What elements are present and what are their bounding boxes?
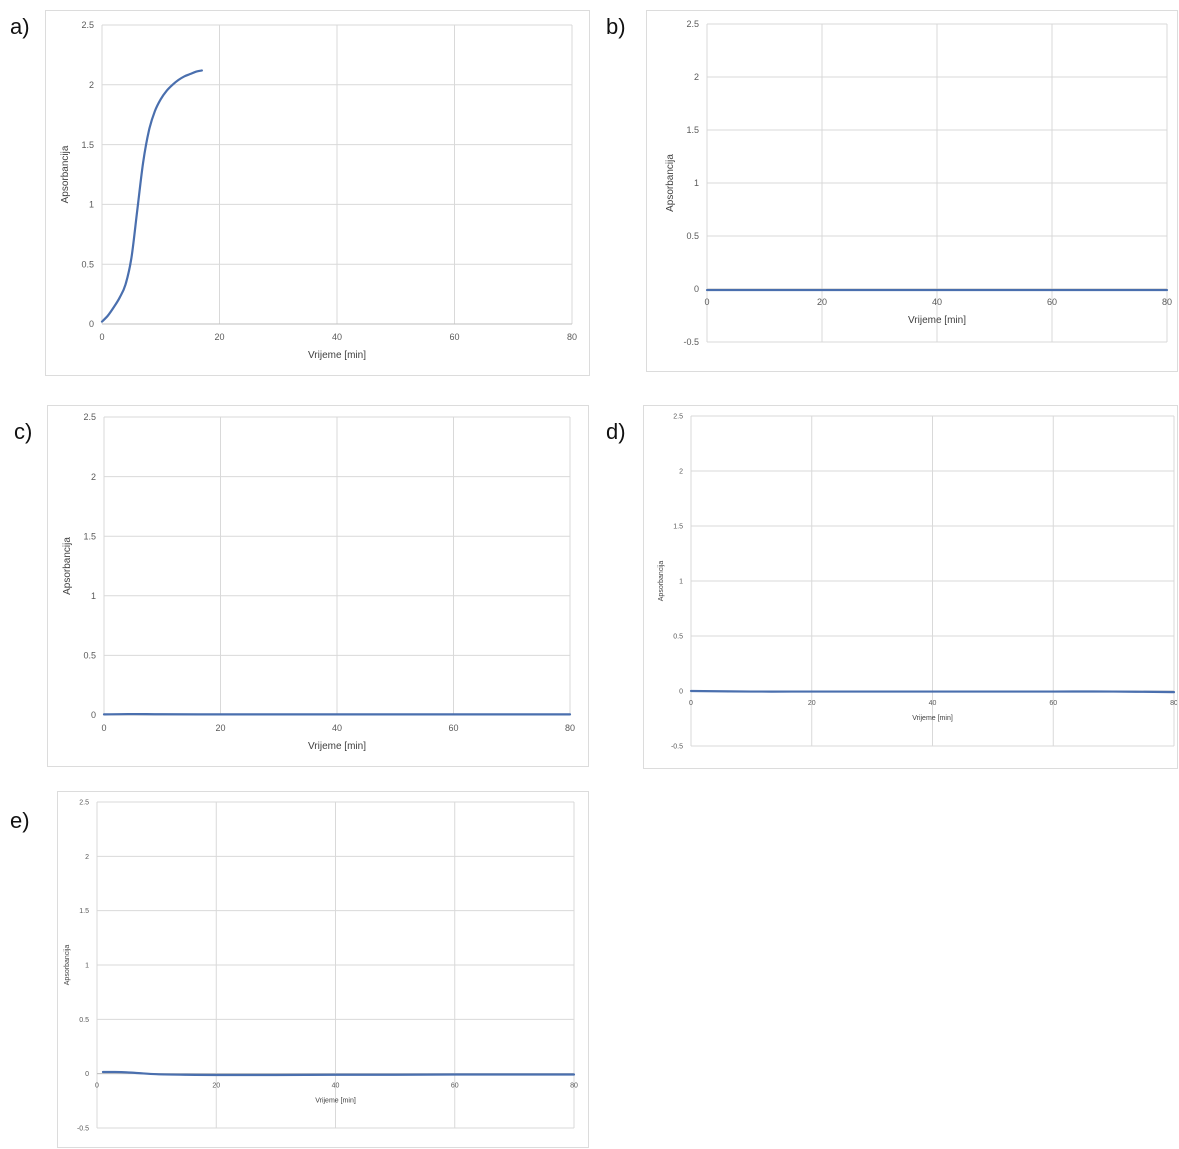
- y-tick-label: -0.5: [77, 1125, 89, 1132]
- x-tick-label: 40: [332, 1083, 340, 1090]
- y-axis-title: Apsorbancija: [658, 561, 665, 602]
- x-tick-label: 80: [1162, 297, 1172, 307]
- y-tick-label: 2.5: [81, 20, 94, 30]
- x-tick-label: 0: [95, 1083, 99, 1090]
- x-axis-title: Vrijeme [min]: [908, 315, 966, 326]
- y-tick-label: 1: [89, 200, 94, 210]
- x-tick-label: 40: [932, 297, 942, 307]
- y-tick-label: 1.5: [686, 125, 699, 135]
- x-axis-title: Vrijeme [min]: [315, 1098, 356, 1105]
- y-tick-label: 1: [679, 578, 683, 585]
- x-tick-label: 60: [449, 332, 459, 342]
- y-axis-title: Apsorbancija: [64, 945, 71, 986]
- y-tick-label: 0: [89, 319, 94, 329]
- x-tick-label: 60: [1049, 700, 1057, 707]
- y-tick-label: -0.5: [671, 743, 683, 750]
- x-tick-label: 60: [451, 1083, 459, 1090]
- chart-b: -0.5 0 0.5 1 1.5 2 2.5 0 20 40 60 80 Vrijeme [min] Ap…: [646, 10, 1178, 372]
- panel-label-b: b): [606, 14, 626, 39]
- y-tick-label: 1: [85, 962, 89, 969]
- x-tick-label: 40: [332, 332, 342, 342]
- y-tick-label: 0: [85, 1071, 89, 1078]
- y-tick-label: 1: [694, 178, 699, 188]
- y-tick-label: 0.5: [83, 651, 96, 661]
- x-tick-label: 60: [448, 723, 458, 733]
- x-tick-label: 20: [214, 332, 224, 342]
- y-tick-label: 2: [694, 72, 699, 82]
- y-axis-title: Apsorbancija: [60, 145, 71, 203]
- x-tick-label: 0: [99, 332, 104, 342]
- x-tick-label: 0: [689, 700, 693, 707]
- x-axis-title: Vrijeme [min]: [308, 350, 366, 361]
- chart-a: 0 0.5 1 1.5 2 2.5 0 20 40 60 80 Vrijeme [min] Apsorb…: [45, 10, 590, 376]
- x-tick-label: 0: [101, 723, 106, 733]
- y-tick-label: 2.5: [83, 412, 96, 422]
- y-axis-title: Apsorbancija: [62, 537, 73, 595]
- y-tick-label: 2: [85, 854, 89, 861]
- y-tick-label: 0.5: [686, 231, 699, 241]
- chart-svg-b: -0.5 0 0.5 1 1.5 2 2.5 0 20 40 60 80 Vrijeme [min] Ap…: [665, 19, 1172, 347]
- x-tick-label: 20: [215, 723, 225, 733]
- x-tick-label: 80: [567, 332, 577, 342]
- y-tick-label: 2.5: [673, 413, 683, 420]
- series-line: [689, 689, 1176, 694]
- y-tick-label: 2: [89, 80, 94, 90]
- x-tick-label: 80: [565, 723, 575, 733]
- x-axis-title: Vrijeme [min]: [912, 715, 953, 722]
- y-axis-title: Apsorbancija: [665, 154, 676, 212]
- y-tick-label: 2.5: [79, 799, 89, 806]
- x-tick-label: 20: [817, 297, 827, 307]
- series-line: [101, 1070, 576, 1077]
- panel-label-c: c): [14, 419, 33, 444]
- y-tick-label: -0.5: [683, 337, 699, 347]
- panel-label-a: a): [10, 14, 30, 39]
- panel-label-d: d): [606, 419, 626, 444]
- y-tick-label: 1: [91, 591, 96, 601]
- y-tick-label: 1.5: [79, 908, 89, 915]
- x-tick-label: 40: [332, 723, 342, 733]
- y-tick-label: 0.5: [673, 633, 683, 640]
- y-tick-label: 0: [679, 688, 683, 695]
- chart-svg-c: 0 0.5 1 1.5 2 2.5 0 20 40 60 80 Vrijeme [min] Apsorb…: [62, 412, 575, 752]
- y-tick-label: 1.5: [673, 523, 683, 530]
- panel-label-e: e): [10, 808, 30, 833]
- chart-svg-e: -0.5 0 0.5 1 1.5 2 2.5 0 20 40 60 80 Vrijeme [min] Ap…: [64, 799, 578, 1132]
- x-tick-label: 20: [212, 1083, 220, 1090]
- y-tick-label: 2: [679, 468, 683, 475]
- chart-e: -0.5 0 0.5 1 1.5 2 2.5 0 20 40 60 80 Vrijeme [min] Ap…: [57, 791, 589, 1148]
- y-tick-label: 2: [91, 472, 96, 482]
- chart-d: -0.5 0 0.5 1 1.5 2 2.5 0 20 40 60 80 Vrijeme [min] Ap…: [643, 405, 1178, 769]
- y-tick-label: 0.5: [81, 259, 94, 269]
- x-tick-label: 20: [808, 700, 816, 707]
- x-tick-label: 0: [704, 297, 709, 307]
- x-tick-label: 40: [929, 700, 937, 707]
- y-tick-label: 2.5: [686, 19, 699, 29]
- chart-c: 0 0.5 1 1.5 2 2.5 0 20 40 60 80 Vrijeme [min] Apsorb…: [47, 405, 589, 767]
- x-tick-label: 60: [1047, 297, 1057, 307]
- x-tick-label: 80: [1170, 700, 1177, 707]
- y-tick-label: 1.5: [81, 140, 94, 150]
- x-axis-title: Vrijeme [min]: [308, 741, 366, 752]
- x-tick-label: 80: [570, 1083, 578, 1090]
- y-tick-label: 0.5: [79, 1017, 89, 1024]
- y-tick-label: 0: [91, 710, 96, 720]
- chart-svg-d: -0.5 0 0.5 1 1.5 2 2.5 0 20 40 60 80 Vrijeme [min] Ap…: [658, 413, 1177, 750]
- chart-svg-a: 0 0.5 1 1.5 2 2.5 0 20 40 60 80 Vrijeme [min] Apsorb…: [60, 20, 577, 361]
- series-line: [100, 69, 203, 323]
- y-tick-label: 0: [694, 284, 699, 294]
- y-tick-label: 1.5: [83, 531, 96, 541]
